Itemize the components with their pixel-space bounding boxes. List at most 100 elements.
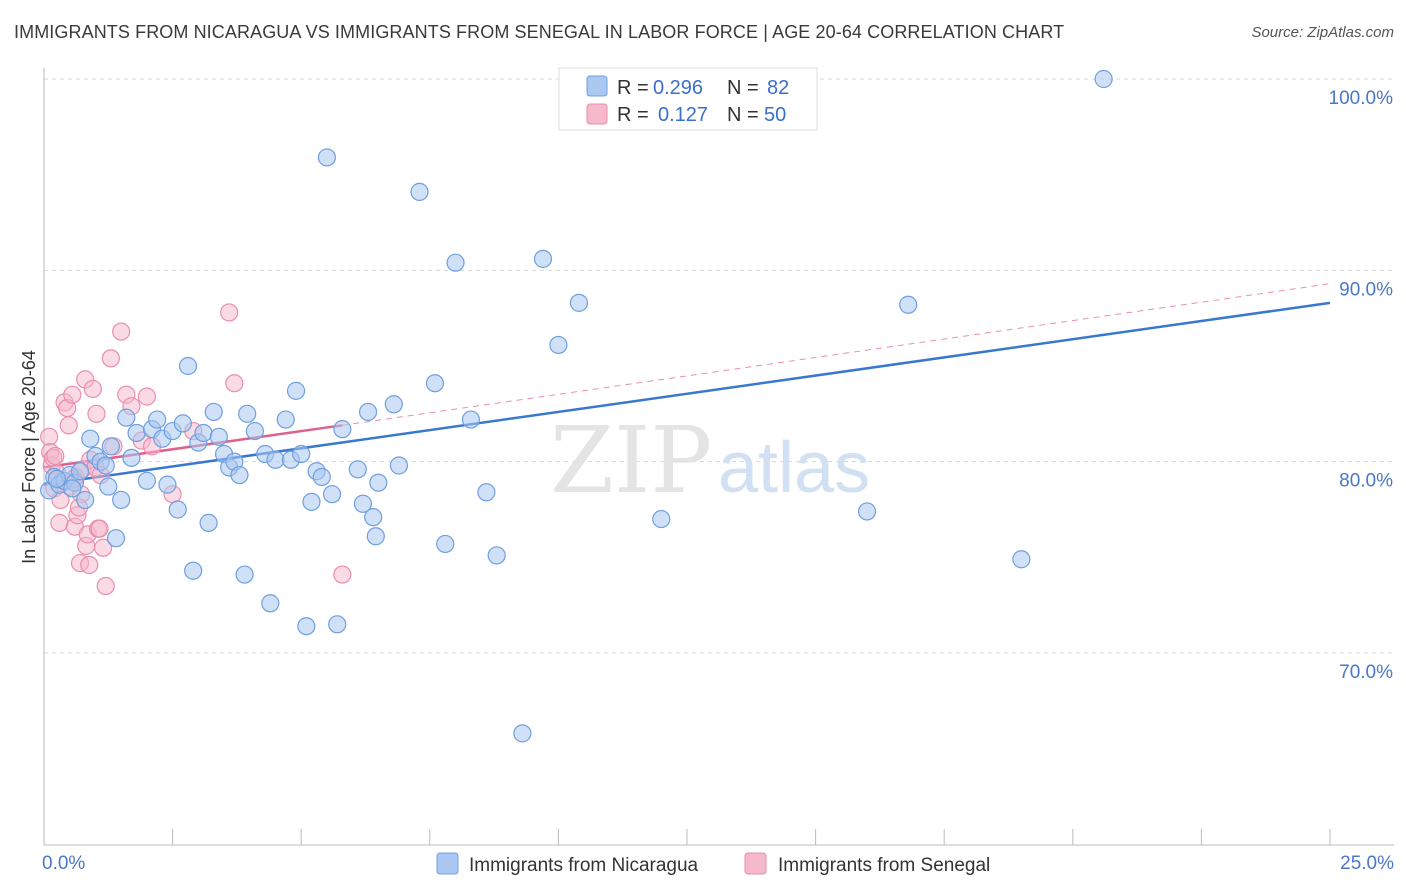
legend-n-value-2: 50 [764,104,786,126]
nicaragua-point-36 [230,465,249,485]
nicaragua-point-20 [148,410,167,429]
nicaragua-point-58 [364,508,383,527]
nicaragua-point-14 [112,490,131,510]
senegal-point-32 [101,349,120,368]
nicaragua-point-43 [276,410,295,429]
nicaragua-point-79 [47,469,66,488]
source-label: Source: ZipAtlas.com [1251,24,1394,41]
senegal-point-34 [112,322,131,341]
bottom-legend-swatch-blue [436,852,459,875]
nicaragua-point-81 [99,477,118,496]
nicaragua-point-41 [261,594,280,613]
nicaragua-point-37 [235,565,254,584]
nicaragua-point-55 [348,460,367,479]
nicaragua-point-48 [302,492,321,511]
nicaragua-point-52 [322,485,342,504]
y-axis-label: In Labor Force | Age 20-64 [19,350,39,564]
nicaragua-point-68 [477,483,496,502]
nicaragua-point-26 [178,356,198,376]
bottom-legend-label-senegal: Immigrants from Senegal [778,855,990,876]
nicaragua-point-62 [389,456,409,475]
nicaragua-points [40,69,1113,743]
x-tick-label-min: 0.0% [42,853,85,874]
nicaragua-point-61 [384,395,403,414]
watermark: ZIP atlas [550,407,870,514]
legend-r-value-2: 0.127 [658,104,708,126]
legend-r-value-1: 0.296 [653,77,703,99]
nicaragua-point-71 [533,249,553,268]
nicaragua-point-39 [245,421,265,441]
legend-n-label-2: N = [727,104,759,126]
senegal-point-25 [83,379,102,399]
nicaragua-point-38 [238,404,257,423]
nicaragua-point-77 [1012,550,1031,569]
senegal-point-30 [94,538,113,557]
y-tick-labels: 100.0% 90.0% 80.0% 70.0% [1329,88,1394,683]
trend-line-2 [342,283,1331,426]
nicaragua-point-7 [76,490,95,510]
nicaragua-point-16 [122,448,141,467]
nicaragua-point-42 [266,450,285,469]
senegal-point-11 [59,416,78,435]
legend-r-label-2: R = [617,104,649,126]
nicaragua-point-31 [204,402,223,422]
x-tick-label-max: 25.0% [1340,853,1394,874]
senegal-point-31 [96,576,115,596]
watermark-atlas: atlas [718,428,870,508]
nicaragua-point-63 [410,182,429,201]
nicaragua-point-69 [487,546,506,565]
nicaragua-point-27 [184,561,203,580]
y-tick-label-0: 100.0% [1329,88,1394,109]
nicaragua-point-56 [353,494,373,513]
nicaragua-point-47 [297,617,316,636]
watermark-zip: ZIP [550,407,712,514]
nicaragua-point-17 [127,423,146,443]
senegal-point-38 [137,387,156,406]
top-legend: R = 0.296 N = 82 R = 0.127 N = 50 [558,67,818,131]
nicaragua-point-73 [569,293,589,312]
chart-title: IMMIGRANTS FROM NICARAGUA VS IMMIGRANTS … [14,22,1065,42]
senegal-point-43 [225,374,244,393]
nicaragua-point-32 [209,427,228,446]
y-tick-label-3: 70.0% [1339,662,1393,683]
bottom-legend-label-nicaragua: Immigrants from Nicaragua [469,855,699,876]
senegal-point-45 [46,446,65,466]
nicaragua-point-22 [158,475,177,494]
nicaragua-point-24 [168,500,187,519]
nicaragua-point-72 [549,335,568,355]
y-tick-label-2: 80.0% [1339,471,1393,492]
nicaragua-point-76 [899,295,918,314]
nicaragua-point-78 [1094,69,1113,89]
senegal-point-6 [50,513,69,532]
nicaragua-point-59 [366,527,385,546]
nicaragua-point-50 [312,467,331,487]
nicaragua-point-54 [333,420,352,439]
senegal-point-44 [333,565,352,584]
nicaragua-point-6 [70,462,90,481]
senegal-point-0 [40,427,59,446]
nicaragua-point-30 [199,513,218,532]
senegal-point-42 [220,303,239,322]
nicaragua-point-67 [461,410,481,429]
nicaragua-point-65 [436,534,455,554]
legend-r-label-1: R = [617,77,649,99]
nicaragua-point-11 [96,456,115,475]
senegal-point-23 [80,555,99,575]
nicaragua-point-25 [173,414,192,433]
nicaragua-point-60 [369,473,388,492]
nicaragua-point-64 [425,374,445,393]
legend-n-value-1: 82 [767,77,789,99]
nicaragua-point-13 [106,529,126,548]
nicaragua-point-75 [857,502,877,521]
nicaragua-point-18 [137,471,156,490]
nicaragua-point-8 [81,429,100,448]
nicaragua-point-53 [328,615,347,634]
nicaragua-point-66 [446,253,465,272]
nicaragua-point-51 [317,148,337,167]
nicaragua-point-80 [63,479,82,498]
bottom-legend: Immigrants from Nicaragua Immigrants fro… [436,852,990,876]
legend-swatch-blue [586,75,608,97]
bottom-legend-swatch-pink [744,852,767,875]
nicaragua-point-29 [194,423,213,443]
